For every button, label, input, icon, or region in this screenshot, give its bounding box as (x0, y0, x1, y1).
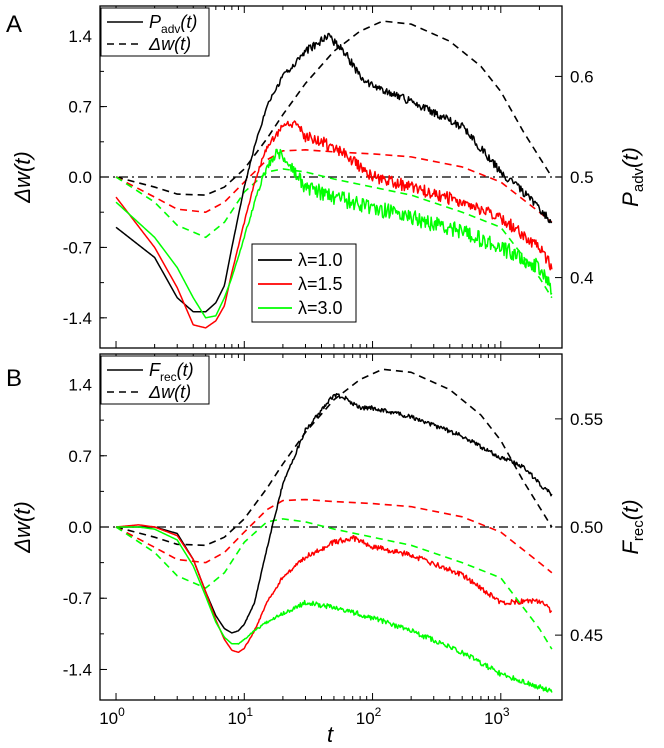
y-tick-label-right: 0.6 (570, 67, 594, 86)
series-group (115, 368, 553, 693)
y-axis-title-right: Frec(t) (618, 499, 647, 554)
legend-lambda-box (251, 243, 357, 323)
legend-lambda: λ=1.0 λ=1.5 λ=3.0 (251, 243, 357, 323)
y-tick-label-left: -0.7 (63, 238, 92, 257)
panel-a-plot: 1.40.70.0-0.7-1.40.60.50.4Δw(t) Padv(t)Pa… (10, 5, 647, 349)
y-tick-label-right: 0.55 (570, 410, 603, 429)
x-tick-label: 100 (99, 705, 125, 728)
legend-lambda-label: λ=1.5 (298, 274, 343, 294)
legend-style-label: Padv(t) (149, 12, 197, 36)
y-tick-label-right: 0.50 (570, 518, 603, 537)
y-tick-label-left: 0.7 (68, 447, 92, 466)
y-tick-label-left: 1.4 (68, 376, 92, 395)
y-tick-label-left: -1.4 (63, 660, 92, 679)
series-line-F30 (116, 526, 553, 693)
legend-lambda-label: λ=3.0 (298, 298, 343, 318)
series-line-w15 (115, 498, 553, 574)
y-tick-label-left: 0.0 (68, 168, 92, 187)
y-tick-label-right: 0.45 (570, 626, 603, 645)
y-tick-label-left: -0.7 (63, 589, 92, 608)
legend-style-label: Δw(t) (148, 34, 191, 54)
legend-style-box (100, 7, 210, 57)
x-tick-label: 101 (227, 705, 253, 728)
series-line-w30 (115, 518, 553, 650)
series-line-P30 (115, 148, 553, 319)
x-tick-label: 102 (356, 705, 382, 728)
y-axis-title-right: Padv(t) (618, 147, 647, 207)
legend-style-label: Δw(t) (148, 382, 191, 402)
x-tick-label: 103 (484, 705, 510, 728)
y-tick-label-left: -1.4 (63, 309, 92, 328)
legend-style-label: Frec(t) (149, 360, 194, 384)
x-axis-title: t (327, 722, 334, 747)
series-line-F15 (115, 524, 553, 654)
legend-lambda-label: λ=1.0 (298, 250, 343, 270)
y-tick-label-right: 0.5 (570, 168, 594, 187)
y-tick-label-left: 1.4 (68, 27, 92, 46)
panel-letter-b: B (6, 365, 22, 392)
series-line-w10 (115, 20, 553, 196)
y-tick-label-right: 0.4 (570, 269, 594, 288)
legend-style: Padv(t)Δw(t) (100, 7, 210, 57)
y-tick-label-left: 0.0 (68, 518, 92, 537)
legend-style-box (100, 355, 210, 405)
series-line-w15 (115, 149, 553, 223)
series-group (115, 20, 553, 329)
panel-letter-a: A (6, 11, 22, 38)
series-line-P10 (115, 32, 553, 313)
y-axis-title-left: Δw(t) (10, 151, 35, 203)
series-line-w10 (115, 368, 553, 547)
series-line-w30 (115, 168, 553, 299)
legend-style: Frec(t)Δw(t) (100, 355, 210, 405)
y-axis-title-left: Δw(t) (10, 501, 35, 553)
y-tick-label-left: 0.7 (68, 98, 92, 117)
series-line-P15 (115, 120, 553, 329)
